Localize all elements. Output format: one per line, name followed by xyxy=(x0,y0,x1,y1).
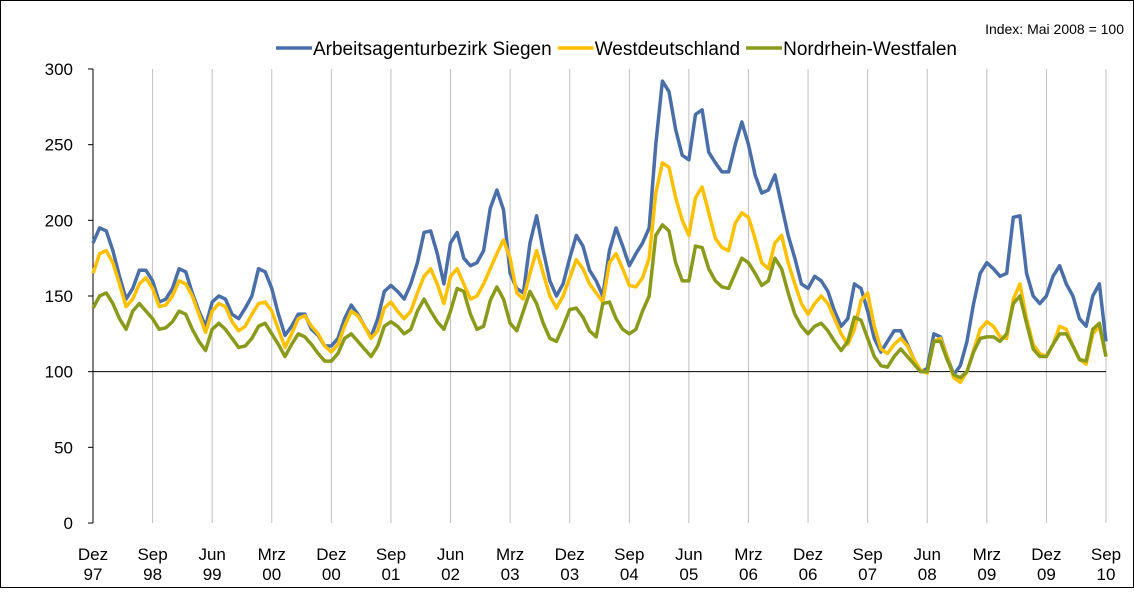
y-tick-label: 0 xyxy=(64,514,73,533)
x-tick-label: 02 xyxy=(441,565,460,584)
x-tick-label: Sep xyxy=(614,545,644,564)
legend-label: Nordrhein-Westfalen xyxy=(783,39,957,60)
y-tick-label: 200 xyxy=(45,211,73,230)
y-tick-label: 150 xyxy=(45,287,73,306)
x-tick-label: 04 xyxy=(620,565,639,584)
y-tick-label: 250 xyxy=(45,136,73,155)
x-tick-label: 06 xyxy=(799,565,818,584)
x-tick-label: 03 xyxy=(560,565,579,584)
x-tick-label: Mrz xyxy=(973,545,1001,564)
x-tick-label: Mrz xyxy=(734,545,762,564)
y-tick-label: 50 xyxy=(54,438,73,457)
x-tick-label: 10 xyxy=(1097,565,1116,584)
x-tick-label: 09 xyxy=(1037,565,1056,584)
x-tick-label: Sep xyxy=(1091,545,1121,564)
x-tick-label: 09 xyxy=(977,565,996,584)
y-tick-label: 100 xyxy=(45,363,73,382)
annotation: Index: Mai 2008 = 100 xyxy=(985,21,1124,37)
legend-label: Westdeutschland xyxy=(595,39,740,60)
x-tick-label: Dez xyxy=(793,545,823,564)
x-tick-label: Sep xyxy=(137,545,167,564)
x-tick-label: 08 xyxy=(918,565,937,584)
legend-label: Arbeitsagenturbezirk Siegen xyxy=(313,39,552,60)
x-tick-label: Mrz xyxy=(258,545,286,564)
x-tick-label: 97 xyxy=(84,565,103,584)
x-tick-label: Dez xyxy=(555,545,585,564)
x-tick-label: 06 xyxy=(739,565,758,584)
x-tick-label: 01 xyxy=(381,565,400,584)
legend: Arbeitsagenturbezirk Siegen Westdeutschla… xyxy=(275,39,957,60)
x-tick-label: Dez xyxy=(1031,545,1061,564)
x-tick-label: Sep xyxy=(376,545,406,564)
x-tick-label: 00 xyxy=(322,565,341,584)
x-tick-label: 03 xyxy=(501,565,520,584)
y-tick-label: 300 xyxy=(45,60,73,79)
x-tick-label: Jun xyxy=(198,545,225,564)
series-line xyxy=(91,223,1108,380)
x-tick-label: Dez xyxy=(316,545,346,564)
series-line xyxy=(91,79,1108,377)
x-tick-label: Mrz xyxy=(496,545,524,564)
x-tick-label: Dez xyxy=(78,545,108,564)
x-tick-label: Sep xyxy=(853,545,883,564)
x-tick-label: 99 xyxy=(203,565,222,584)
x-tick-label: 98 xyxy=(143,565,162,584)
x-tick-label: Jun xyxy=(675,545,702,564)
x-tick-label: 07 xyxy=(858,565,877,584)
x-tick-label: Jun xyxy=(914,545,941,564)
x-tick-label: 00 xyxy=(262,565,281,584)
x-tick-label: 05 xyxy=(679,565,698,584)
x-tick-label: Jun xyxy=(437,545,464,564)
